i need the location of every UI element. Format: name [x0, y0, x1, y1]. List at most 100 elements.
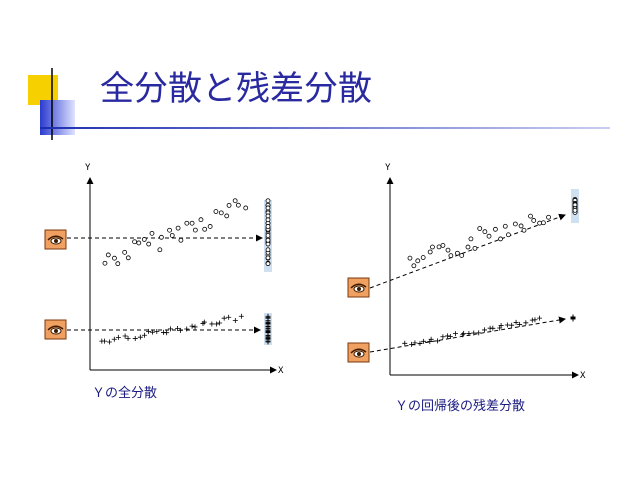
point: [132, 336, 138, 342]
x-axis-label: X: [278, 366, 284, 376]
point: [486, 233, 492, 239]
point: [232, 198, 238, 204]
point: [184, 326, 190, 332]
caption: Ｙの全分散: [92, 385, 157, 401]
point: [440, 334, 446, 340]
point: [402, 340, 408, 346]
y-axis-label: Y: [85, 163, 91, 173]
point: [477, 226, 483, 231]
point: [111, 336, 117, 342]
point: [471, 330, 477, 336]
point: [445, 247, 451, 253]
point: [570, 314, 576, 320]
point: [448, 253, 454, 259]
point: [447, 333, 453, 339]
right-plot: Y X Ｙの回帰後の残差分散: [347, 163, 586, 414]
point: [184, 220, 190, 226]
point: [115, 261, 121, 267]
point: [238, 313, 244, 319]
point: [198, 217, 204, 223]
point: [167, 326, 173, 332]
point: [136, 240, 142, 246]
point: [105, 252, 111, 258]
point: [482, 327, 488, 333]
point: [177, 327, 183, 333]
point: [452, 331, 458, 337]
x-axis-label: X: [580, 371, 586, 381]
point: [461, 330, 467, 336]
point: [214, 321, 220, 327]
point: [546, 214, 551, 220]
title-decoration: [28, 68, 610, 140]
point: [141, 332, 147, 338]
point: [112, 255, 117, 261]
point: [189, 323, 195, 329]
point: [440, 242, 446, 248]
scatter-points: [99, 197, 578, 347]
point: [243, 205, 249, 211]
point: [436, 244, 442, 250]
point: [498, 236, 503, 242]
left-plot: Y X Ｙの全分散: [44, 163, 284, 401]
point: [518, 223, 524, 229]
point: [209, 321, 215, 327]
point: [207, 224, 213, 229]
point: [523, 320, 529, 326]
point: [428, 336, 434, 342]
point: [517, 321, 523, 327]
point: [521, 227, 527, 233]
point: [146, 241, 152, 247]
point: [167, 227, 172, 233]
point: [235, 202, 241, 208]
point: [498, 323, 504, 329]
point: [201, 319, 207, 325]
point: [106, 339, 112, 345]
point: [115, 334, 121, 340]
point: [137, 334, 143, 340]
point: [459, 253, 465, 258]
point: [421, 338, 427, 344]
point: [102, 260, 108, 266]
point: [149, 230, 155, 236]
point: [417, 341, 423, 347]
point: [125, 335, 131, 341]
point: [265, 233, 271, 238]
point: [537, 315, 543, 321]
point: [265, 247, 271, 253]
point: [141, 237, 147, 242]
point: [122, 249, 128, 255]
point: [490, 325, 496, 331]
point: [265, 213, 271, 219]
point: [415, 258, 421, 264]
y-axis-label: Y: [385, 163, 391, 173]
point: [192, 227, 198, 233]
point: [427, 339, 433, 345]
point: [192, 324, 198, 330]
point: [427, 249, 433, 255]
point: [412, 340, 418, 346]
point: [445, 333, 451, 339]
point: [265, 237, 271, 243]
point: [175, 325, 181, 331]
point: [265, 224, 271, 229]
point: [472, 245, 478, 251]
point: [226, 314, 232, 320]
point: [541, 220, 546, 226]
point: [493, 226, 498, 232]
point: [420, 255, 426, 260]
point: [157, 247, 163, 253]
point: [513, 319, 519, 325]
point: [178, 237, 184, 243]
point: [213, 209, 219, 214]
point: [572, 207, 578, 213]
point: [265, 198, 271, 204]
point: [476, 330, 482, 336]
point: [411, 263, 417, 269]
point: [502, 223, 508, 229]
point: [169, 233, 175, 238]
slide-title: 全分散と残差分散: [100, 69, 372, 109]
point: [454, 250, 460, 256]
point: [265, 317, 271, 323]
point: [175, 225, 181, 231]
